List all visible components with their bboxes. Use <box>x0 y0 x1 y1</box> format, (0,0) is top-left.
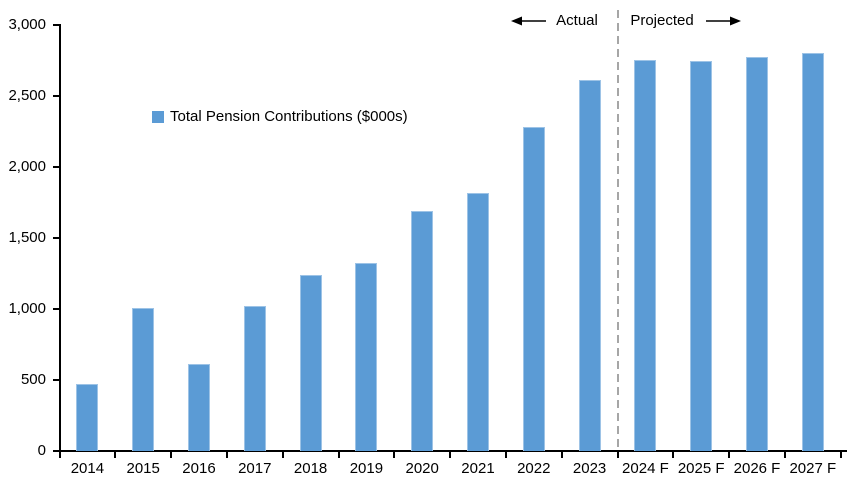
x-tick <box>114 452 117 458</box>
bar-2023 <box>578 79 601 451</box>
x-tick <box>728 452 731 458</box>
y-tick <box>53 237 60 239</box>
y-tick <box>53 95 60 97</box>
right-arrow-icon <box>706 16 741 26</box>
x-tick <box>449 452 452 458</box>
y-tick-label: 2,000 <box>8 158 46 175</box>
y-tick-label: 3,000 <box>8 16 46 33</box>
x-label-2024-f: 2024 F <box>622 460 669 477</box>
y-tick-label: 1,500 <box>8 229 46 246</box>
x-label-2015: 2015 <box>126 460 160 477</box>
x-tick <box>616 452 619 458</box>
bar-2015 <box>132 307 155 451</box>
projected-label: Projected <box>630 12 694 29</box>
bar-2021 <box>467 192 489 451</box>
actual-projected-divider-line <box>616 10 619 451</box>
x-label-2021: 2021 <box>461 460 495 477</box>
bar-2017 <box>243 305 266 451</box>
x-label-2017: 2017 <box>238 460 272 477</box>
x-tick <box>560 452 563 458</box>
x-label-2018: 2018 <box>293 460 328 477</box>
y-tick-label: 1,000 <box>8 300 46 317</box>
x-label-2022: 2022 <box>517 460 551 477</box>
actual-label: Actual <box>556 12 598 29</box>
legend-color-swatch <box>152 111 164 123</box>
x-tick <box>58 452 61 458</box>
y-tick <box>53 450 60 452</box>
bar-2016 <box>188 363 210 451</box>
x-label-2027-f: 2027 F <box>789 460 837 477</box>
bar-2022 <box>522 126 545 451</box>
y-tick-label: 0 <box>37 442 46 459</box>
x-label-2019: 2019 <box>349 460 384 477</box>
x-tick <box>393 452 396 458</box>
x-tick <box>783 452 786 458</box>
x-tick <box>839 452 842 458</box>
x-tick <box>504 452 507 458</box>
x-tick <box>225 452 228 458</box>
left-arrow-icon <box>511 16 546 26</box>
y-tick <box>53 166 60 168</box>
x-tick <box>672 452 675 458</box>
x-label-2023: 2023 <box>572 460 607 477</box>
bar-2026-f <box>746 57 768 451</box>
bar-2020 <box>411 211 434 451</box>
legend-label: Total Pension Contributions ($000s) <box>170 108 408 125</box>
x-label-2025-f: 2025 F <box>677 460 725 477</box>
bar-2027-f <box>801 53 824 451</box>
bar-2014 <box>76 383 99 451</box>
y-tick-label: 2,500 <box>8 87 46 104</box>
y-tick <box>53 308 60 310</box>
y-tick <box>53 24 60 26</box>
x-axis-line <box>58 450 847 452</box>
x-tick <box>337 452 340 458</box>
bar-2019 <box>355 262 378 451</box>
bar-2018 <box>299 274 322 451</box>
y-tick <box>53 379 60 381</box>
legend: Total Pension Contributions ($000s) <box>152 109 408 125</box>
x-tick <box>170 452 173 458</box>
bar-2024-f <box>634 59 657 451</box>
x-label-2020: 2020 <box>405 460 439 477</box>
x-tick <box>281 452 284 458</box>
bar-2025-f <box>690 61 713 451</box>
x-label-2014: 2014 <box>70 460 105 477</box>
y-axis-line <box>59 24 61 453</box>
y-tick-label: 500 <box>20 371 46 388</box>
x-label-2026-f: 2026 F <box>733 460 781 477</box>
x-label-2016: 2016 <box>182 460 216 477</box>
